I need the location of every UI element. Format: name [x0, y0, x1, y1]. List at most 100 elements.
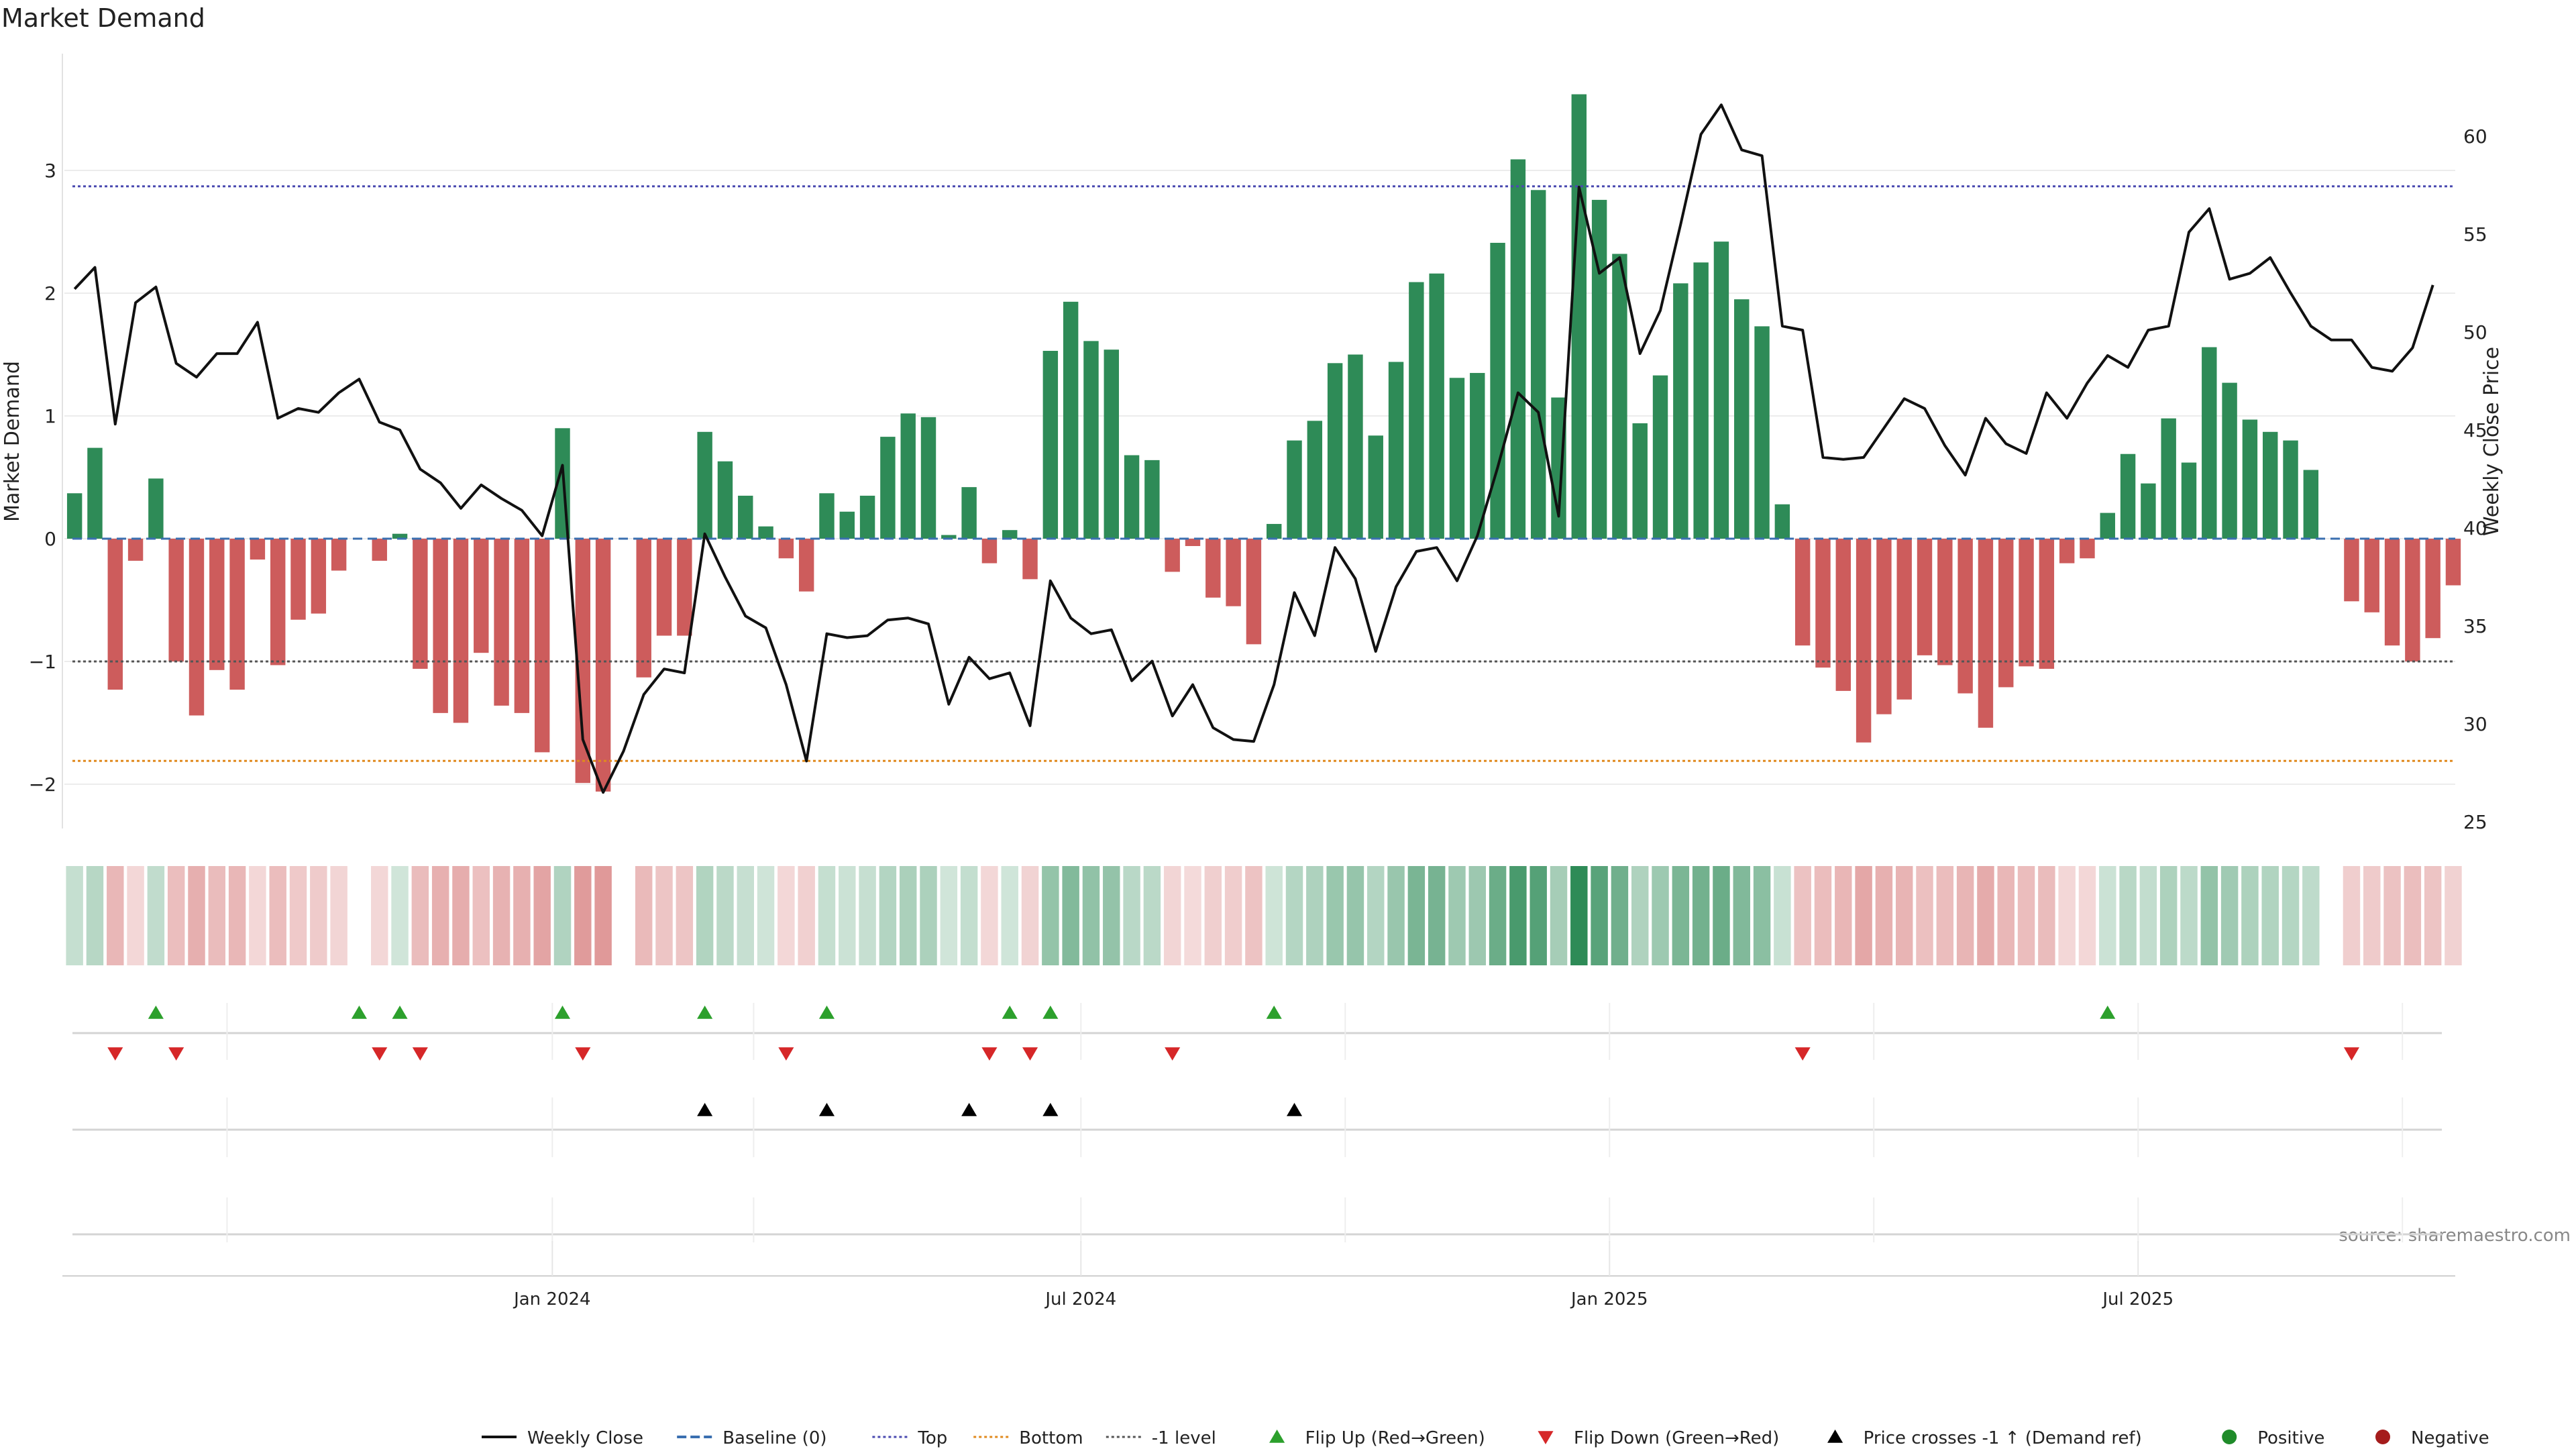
- x-tick-label: Jan 2024: [513, 1289, 591, 1309]
- demand-heat-cell: [818, 866, 836, 965]
- flip-up-marker: [697, 1006, 713, 1019]
- demand-bar: [107, 539, 123, 690]
- flip-down-marker: [1165, 1047, 1181, 1061]
- demand-heat-cell: [1062, 866, 1079, 965]
- demand-heat-cell: [2220, 866, 2239, 965]
- demand-bar: [1510, 159, 1526, 539]
- legend-item-positive: Positive: [2222, 1428, 2324, 1448]
- demand-heat-cell: [1224, 866, 1242, 965]
- demand-bar: [290, 539, 306, 620]
- demand-bar: [2405, 539, 2420, 661]
- left-tick-label: 2: [44, 282, 56, 305]
- demand-heat-cell: [1245, 866, 1263, 965]
- demand-heat-cell: [1692, 866, 1710, 965]
- demand-heat-cell: [777, 866, 795, 965]
- demand-heat-cell: [2200, 866, 2218, 965]
- demand-heat-cell: [1367, 866, 1385, 965]
- demand-bar: [1652, 375, 1668, 539]
- demand-bar: [494, 539, 509, 706]
- left-tick-label: 1: [44, 405, 56, 427]
- demand-heat-cell: [533, 866, 551, 965]
- demand-heat-cell: [1997, 866, 2015, 965]
- demand-bar: [1978, 539, 1994, 728]
- demand-heat-cell: [940, 866, 958, 965]
- demand-heat-cell: [2058, 866, 2076, 965]
- demand-bar: [311, 539, 327, 614]
- flip-up-marker: [148, 1006, 164, 1019]
- demand-heat-cell: [371, 866, 388, 965]
- demand-heat-cell: [1042, 866, 1059, 965]
- right-tick-label: 45: [2463, 419, 2487, 441]
- demand-bar: [413, 539, 428, 669]
- demand-bar: [1734, 299, 1750, 539]
- demand-bar: [1327, 363, 1343, 539]
- left-tick-label: −2: [29, 773, 56, 796]
- demand-bar: [1490, 242, 1505, 539]
- demand-heat-cell: [2261, 866, 2279, 965]
- demand-heat-cell: [1570, 866, 1588, 965]
- weekly-close-line: [73, 103, 2434, 794]
- legend-item-cross: Price crosses -1 ↑ (Demand ref): [1827, 1428, 2142, 1448]
- flip-down-marker: [412, 1047, 428, 1061]
- price-cross-marker: [1286, 1103, 1303, 1116]
- demand-bar: [1794, 539, 1811, 646]
- demand-bar: [880, 437, 896, 539]
- x-tick-label: Jan 2025: [1570, 1289, 1648, 1309]
- left-tick-label: 3: [44, 160, 56, 182]
- demand-heat-cell: [839, 866, 856, 965]
- flip-down-marker: [1794, 1047, 1811, 1061]
- demand-bar: [534, 539, 550, 753]
- left-tick-label: −1: [29, 651, 56, 673]
- demand-bar: [2425, 539, 2440, 639]
- legend-label: Positive: [2257, 1428, 2324, 1448]
- flip-up-marker: [2100, 1006, 2116, 1019]
- demand-heat-cell: [86, 866, 104, 965]
- flip-down-marker: [107, 1047, 123, 1061]
- demand-heat-cell: [66, 866, 83, 965]
- demand-bar: [595, 539, 611, 792]
- demand-heat-cell: [1346, 866, 1364, 965]
- legend-label: Weekly Close: [527, 1428, 643, 1448]
- demand-bar: [900, 413, 916, 539]
- demand-bar: [1348, 354, 1363, 539]
- flip-up-marker: [392, 1006, 408, 1019]
- demand-heat-cell: [574, 866, 592, 965]
- demand-heat-cell: [757, 866, 775, 965]
- demand-heat-cell: [188, 866, 205, 965]
- demand-heat-cell: [1977, 866, 1994, 965]
- demand-bar: [1835, 539, 1851, 691]
- demand-heat-cell: [147, 866, 165, 965]
- demand-heat-cell: [1407, 866, 1426, 965]
- legend-label: Price crosses -1 ↑ (Demand ref): [1864, 1428, 2142, 1448]
- legend-item-minus1: -1 level: [1106, 1428, 1216, 1448]
- demand-bar: [2202, 347, 2217, 539]
- legend-label: Bottom: [1019, 1428, 1083, 1448]
- demand-bar: [148, 478, 164, 539]
- demand-heat-cell: [1529, 866, 1547, 965]
- demand-heat-cell: [2119, 866, 2137, 965]
- demand-bar: [1632, 423, 1648, 539]
- demand-bar: [2039, 539, 2055, 669]
- flip-up-marker: [1266, 1006, 1282, 1019]
- demand-heat-cell: [594, 866, 612, 965]
- demand-bar: [2222, 382, 2237, 539]
- demand-bar: [1042, 351, 1059, 539]
- demand-bar: [2141, 483, 2156, 539]
- demand-heat-cell: [1835, 866, 1852, 965]
- demand-heat-cell: [513, 866, 531, 965]
- demand-bar: [1165, 539, 1180, 572]
- demand-heat-cell: [2445, 866, 2462, 965]
- demand-heat-cell: [269, 866, 286, 965]
- demand-bar: [331, 539, 347, 571]
- demand-bar: [87, 447, 103, 539]
- demand-bar: [514, 539, 530, 713]
- x-tick-label: Jul 2024: [1044, 1289, 1116, 1309]
- demand-heat-cell: [1468, 866, 1487, 965]
- demand-heat-cell: [920, 866, 937, 965]
- demand-bar: [270, 539, 286, 665]
- demand-heat-cell: [2017, 866, 2035, 965]
- demand-heat-cell: [1265, 866, 1283, 965]
- flip-up-marker: [1002, 1006, 1018, 1019]
- legend-label: Top: [917, 1428, 947, 1448]
- demand-heat-cell: [2241, 866, 2259, 965]
